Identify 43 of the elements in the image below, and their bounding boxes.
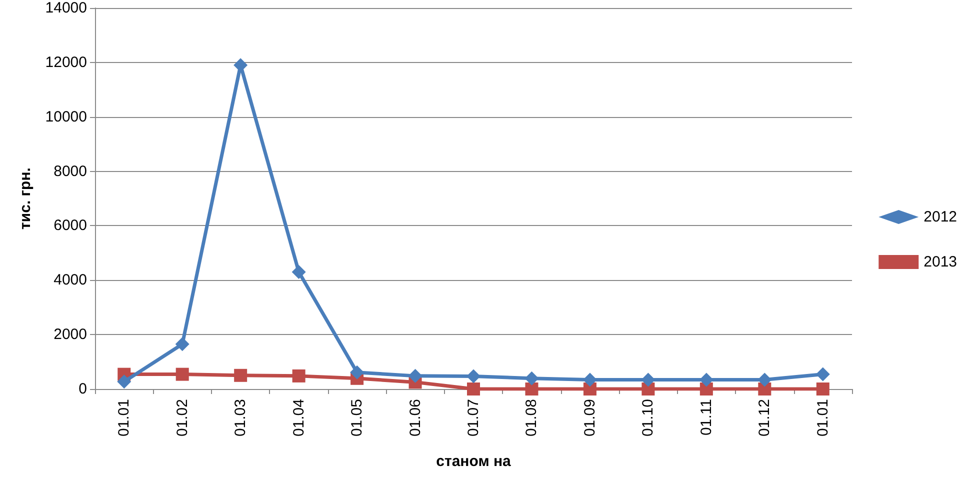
point (175, 337, 190, 352)
x-tick-label: 01.05 (348, 399, 366, 437)
point (176, 368, 189, 381)
x-tick-label: 01.11 (698, 399, 715, 436)
x-tick-label: 01.08 (523, 399, 540, 437)
point (524, 371, 539, 386)
point (234, 368, 248, 382)
x-tick-label: 01.12 (756, 399, 774, 437)
point (525, 382, 538, 396)
x-tick-label: 01.10 (640, 399, 657, 437)
y-tick-label: 10000 (45, 108, 87, 126)
point (408, 368, 422, 383)
point (467, 382, 480, 396)
y-tick-label: 0 (78, 380, 87, 398)
point (292, 369, 306, 382)
point (758, 372, 772, 387)
x-tick-label: 01.09 (581, 399, 598, 437)
legend-label: 2013 (924, 254, 958, 270)
x-tick-label: 01.02 (174, 399, 191, 437)
y-tick-label: 6000 (54, 217, 87, 234)
x-axis-title: станом на (436, 453, 512, 470)
x-tick-label: 01.06 (406, 399, 424, 437)
point (641, 372, 656, 387)
point (816, 382, 830, 396)
y-tick-label: 4000 (54, 272, 87, 289)
y-tick-label: 14000 (45, 0, 87, 16)
x-tick-label: 01.04 (290, 399, 308, 437)
x-tick-label: 01.07 (465, 399, 482, 437)
point (466, 369, 480, 384)
x-tick-label: 01.01 (814, 399, 832, 437)
point (292, 264, 306, 279)
y-tick-label: 2000 (54, 326, 87, 344)
x-tick-label: 01.01 (116, 399, 133, 437)
point (117, 374, 132, 389)
x-tick-label: 01.03 (232, 399, 250, 437)
point (350, 365, 364, 380)
point (816, 367, 830, 382)
y-tick-label: 8000 (54, 162, 87, 180)
point (582, 372, 597, 387)
y-axis-title: тис. грн. (17, 168, 34, 230)
y-tick-label: 12000 (45, 54, 87, 71)
legend-label: 2012 (924, 208, 958, 226)
point (699, 372, 714, 387)
